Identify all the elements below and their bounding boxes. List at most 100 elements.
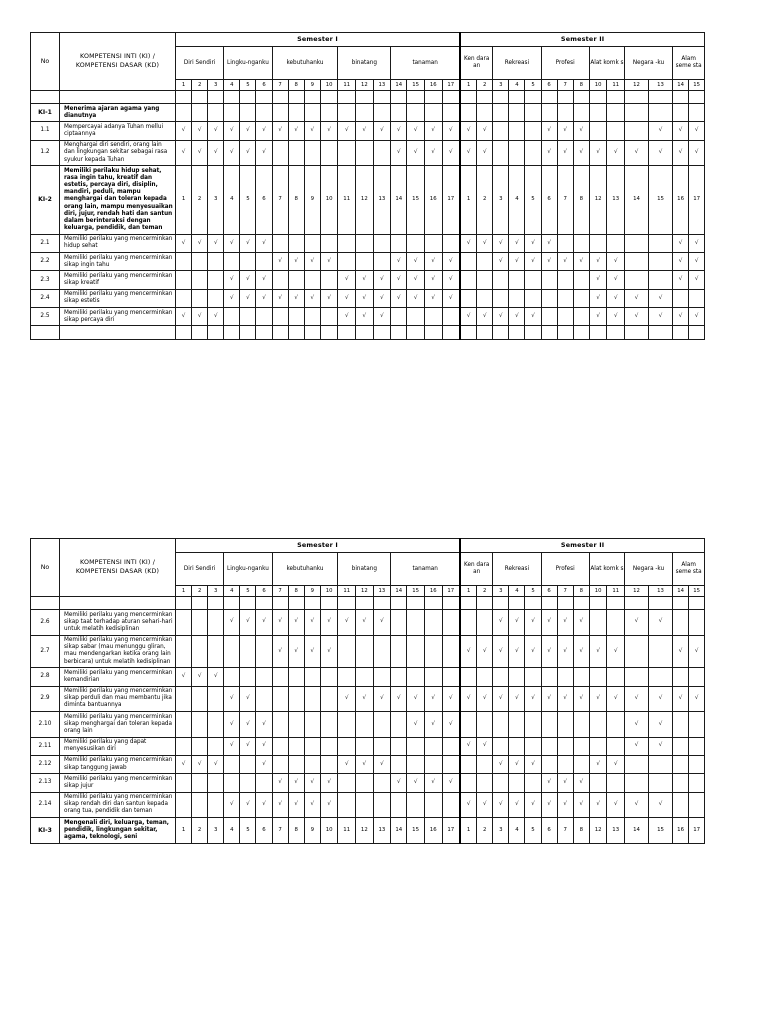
checkbox-cell[interactable]	[287, 102, 305, 123]
checkbox-cell[interactable]	[191, 773, 209, 793]
checkbox-cell[interactable]	[303, 139, 321, 167]
checkbox-cell[interactable]	[672, 754, 690, 775]
checkbox-cell[interactable]	[588, 121, 608, 141]
checkbox-cell[interactable]: √	[588, 288, 608, 309]
checkbox-cell[interactable]	[355, 233, 374, 254]
checkbox-cell[interactable]	[672, 791, 690, 819]
checkbox-cell[interactable]: √	[524, 791, 542, 819]
checkbox-cell[interactable]	[303, 667, 321, 687]
checkbox-cell[interactable]: √	[337, 288, 357, 309]
checkbox-cell[interactable]	[459, 288, 478, 309]
checkbox-cell[interactable]	[337, 252, 357, 272]
checkbox-cell[interactable]	[390, 307, 408, 327]
checkbox-cell[interactable]	[271, 139, 289, 167]
checkbox-cell[interactable]: √	[287, 252, 305, 272]
checkbox-cell[interactable]	[508, 139, 526, 167]
checkbox-cell[interactable]	[207, 736, 225, 756]
checkbox-cell[interactable]	[207, 791, 225, 819]
checkbox-cell[interactable]: √	[337, 270, 357, 290]
checkbox-cell[interactable]: √	[459, 634, 478, 669]
checkbox-cell[interactable]	[337, 102, 357, 123]
checkbox-cell[interactable]: √	[492, 634, 510, 669]
checkbox-cell[interactable]	[319, 139, 339, 167]
checkbox-cell[interactable]: √	[624, 139, 650, 167]
checkbox-cell[interactable]	[191, 791, 209, 819]
checkbox-cell[interactable]: √	[476, 139, 494, 167]
checkbox-cell[interactable]: √	[624, 685, 650, 713]
checkbox-cell[interactable]: √	[588, 634, 608, 669]
checkbox-cell[interactable]: √	[406, 288, 425, 309]
checkbox-cell[interactable]: √	[606, 634, 626, 669]
checkbox-cell[interactable]	[423, 307, 443, 327]
checkbox-cell[interactable]: √	[606, 288, 626, 309]
checkbox-cell[interactable]: √	[337, 754, 357, 775]
checkbox-cell[interactable]	[688, 736, 706, 756]
checkbox-cell[interactable]	[223, 667, 241, 687]
checkbox-cell[interactable]	[271, 667, 289, 687]
checkbox-cell[interactable]	[255, 667, 273, 687]
checkbox-cell[interactable]: √	[223, 139, 241, 167]
checkbox-cell[interactable]: √	[476, 685, 494, 713]
checkbox-cell[interactable]	[459, 754, 478, 775]
checkbox-cell[interactable]: √	[303, 609, 321, 636]
checkbox-cell[interactable]: √	[406, 685, 425, 713]
checkbox-cell[interactable]	[271, 270, 289, 290]
checkbox-cell[interactable]: √	[255, 609, 273, 636]
checkbox-cell[interactable]: √	[441, 685, 461, 713]
checkbox-cell[interactable]: √	[540, 252, 558, 272]
checkbox-cell[interactable]: √	[174, 139, 193, 167]
checkbox-cell[interactable]	[271, 307, 289, 327]
checkbox-cell[interactable]	[459, 667, 478, 687]
checkbox-cell[interactable]: √	[524, 685, 542, 713]
checkbox-cell[interactable]	[287, 270, 305, 290]
checkbox-cell[interactable]: √	[508, 307, 526, 327]
checkbox-cell[interactable]	[271, 754, 289, 775]
checkbox-cell[interactable]	[572, 233, 590, 254]
checkbox-cell[interactable]	[459, 102, 478, 123]
checkbox-cell[interactable]: √	[672, 270, 690, 290]
checkbox-cell[interactable]: √	[688, 233, 706, 254]
checkbox-cell[interactable]	[508, 102, 526, 123]
checkbox-cell[interactable]: √	[191, 667, 209, 687]
checkbox-cell[interactable]: √	[672, 139, 690, 167]
checkbox-cell[interactable]: √	[572, 252, 590, 272]
checkbox-cell[interactable]	[287, 711, 305, 738]
checkbox-cell[interactable]: √	[239, 233, 257, 254]
checkbox-cell[interactable]: √	[303, 773, 321, 793]
checkbox-cell[interactable]: √	[207, 139, 225, 167]
checkbox-cell[interactable]	[508, 270, 526, 290]
checkbox-cell[interactable]	[355, 102, 374, 123]
checkbox-cell[interactable]: √	[423, 270, 443, 290]
checkbox-cell[interactable]: √	[390, 773, 408, 793]
checkbox-cell[interactable]	[372, 139, 392, 167]
checkbox-cell[interactable]: √	[624, 736, 650, 756]
checkbox-cell[interactable]: √	[423, 685, 443, 713]
checkbox-cell[interactable]	[174, 288, 193, 309]
checkbox-cell[interactable]: √	[303, 791, 321, 819]
checkbox-cell[interactable]	[508, 711, 526, 738]
checkbox-cell[interactable]: √	[255, 121, 273, 141]
checkbox-cell[interactable]	[688, 609, 706, 636]
checkbox-cell[interactable]	[588, 773, 608, 793]
checkbox-cell[interactable]: √	[223, 609, 241, 636]
checkbox-cell[interactable]	[572, 667, 590, 687]
checkbox-cell[interactable]	[648, 252, 674, 272]
checkbox-cell[interactable]	[688, 711, 706, 738]
checkbox-cell[interactable]	[648, 102, 674, 123]
checkbox-cell[interactable]: √	[588, 791, 608, 819]
checkbox-cell[interactable]: √	[606, 791, 626, 819]
checkbox-cell[interactable]	[406, 754, 425, 775]
checkbox-cell[interactable]: √	[508, 685, 526, 713]
checkbox-cell[interactable]	[372, 773, 392, 793]
checkbox-cell[interactable]	[355, 711, 374, 738]
checkbox-cell[interactable]	[476, 711, 494, 738]
checkbox-cell[interactable]	[524, 288, 542, 309]
checkbox-cell[interactable]: √	[672, 685, 690, 713]
checkbox-cell[interactable]: √	[556, 773, 574, 793]
checkbox-cell[interactable]: √	[406, 139, 425, 167]
checkbox-cell[interactable]	[624, 270, 650, 290]
checkbox-cell[interactable]: √	[390, 121, 408, 141]
checkbox-cell[interactable]	[540, 307, 558, 327]
checkbox-cell[interactable]	[207, 609, 225, 636]
checkbox-cell[interactable]	[688, 102, 706, 123]
